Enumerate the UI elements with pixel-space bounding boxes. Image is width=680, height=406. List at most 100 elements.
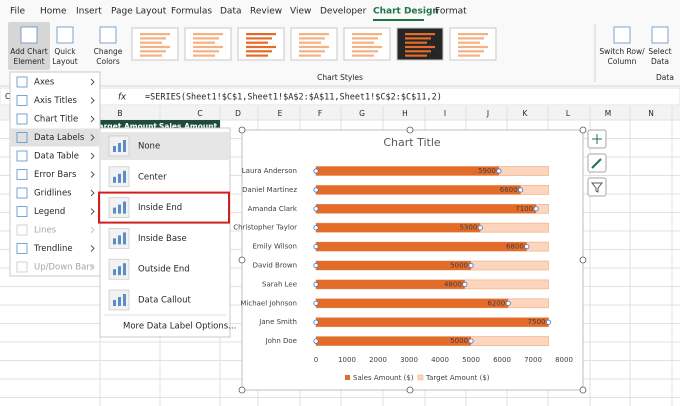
menu-icon — [16, 150, 28, 162]
ribbon-tab[interactable]: View — [290, 7, 311, 17]
submenu-item[interactable]: Data Callout — [138, 296, 191, 306]
submenu-arrow — [90, 115, 95, 123]
button-label[interactable]: Add Chart — [10, 47, 48, 56]
menu-item[interactable]: Chart Title — [34, 115, 78, 125]
menu-icon — [16, 243, 28, 254]
button-icon[interactable] — [613, 26, 631, 44]
menu-item[interactable]: Data Table — [34, 152, 79, 162]
ribbon-tab[interactable]: Home — [40, 7, 67, 17]
column-header[interactable]: I — [444, 109, 446, 118]
bar[interactable] — [316, 336, 471, 346]
option-icon-bar — [123, 294, 126, 306]
column-header[interactable]: C — [197, 109, 202, 118]
bar[interactable] — [316, 261, 471, 270]
chart-side-button[interactable] — [587, 177, 607, 197]
thumb-bar — [352, 50, 378, 53]
ribbon-tab[interactable]: File — [10, 7, 26, 17]
column-header[interactable]: F — [318, 109, 322, 118]
submenu-item[interactable]: Inside End — [138, 203, 182, 213]
formula-text[interactable]: =SERIES(Sheet1!$C$1,Sheet1!$A$2:$A$11,Sh… — [145, 93, 442, 103]
ribbon-tab[interactable]: Page Layout — [111, 7, 167, 17]
thumb-bar — [299, 37, 325, 40]
data-label: 5000 — [450, 337, 468, 345]
ribbon-tab[interactable]: Insert — [76, 7, 102, 17]
bar[interactable] — [316, 298, 509, 308]
button-icon[interactable] — [56, 26, 74, 44]
option-icon-bar — [118, 173, 121, 183]
thumb-bar — [352, 54, 374, 57]
column-header[interactable]: D — [235, 109, 241, 118]
selection-handle — [313, 281, 319, 287]
submenu-item[interactable]: None — [138, 142, 160, 152]
menu-item[interactable]: Error Bars — [34, 170, 77, 180]
chart-handle — [579, 126, 587, 134]
ribbon-tab[interactable]: Chart Design — [373, 7, 439, 17]
thumb-bar — [193, 33, 223, 36]
column-header[interactable]: H — [402, 109, 408, 118]
button-label[interactable]: Layout — [52, 57, 78, 66]
bar[interactable] — [316, 242, 527, 252]
chart-handle — [238, 126, 246, 134]
bar[interactable] — [316, 166, 499, 176]
column-header[interactable]: E — [278, 109, 283, 118]
selection-handle — [313, 300, 319, 306]
column-header[interactable]: M — [605, 109, 611, 118]
bar[interactable] — [316, 279, 465, 289]
button-label[interactable]: Element — [13, 57, 44, 66]
menu-item[interactable]: Axes — [34, 78, 55, 88]
chart-handle — [406, 386, 414, 394]
column-header[interactable]: G — [359, 109, 365, 118]
column-header[interactable]: B — [117, 109, 122, 118]
legend-swatch — [417, 374, 424, 381]
submenu-item[interactable]: Center — [138, 172, 167, 182]
button-label[interactable]: Change — [94, 47, 123, 56]
selection-handle — [468, 262, 474, 269]
button-label[interactable]: Quick — [54, 47, 76, 56]
menu-item[interactable]: Axis Titles — [34, 96, 78, 106]
ribbon-tab[interactable]: Format — [435, 7, 467, 17]
add-element-button-bg[interactable] — [8, 22, 50, 70]
submenu-item[interactable]: Inside Base — [138, 234, 187, 244]
ribbon-tab[interactable]: Data — [220, 7, 242, 17]
legend-label[interactable]: Sales Amount ($) — [353, 374, 414, 382]
bar[interactable] — [316, 223, 481, 233]
submenu-arrow — [90, 97, 95, 104]
button-label[interactable]: Data — [651, 57, 669, 66]
ribbon-tab[interactable]: Review — [250, 7, 282, 17]
thumb-bar — [458, 50, 484, 53]
menu-item[interactable]: Legend — [34, 207, 65, 217]
bar[interactable] — [316, 185, 521, 195]
ribbon-tab[interactable]: Formulas — [171, 7, 212, 17]
submenu-footer[interactable]: More Data Label Options... — [123, 322, 236, 332]
submenu-item[interactable]: Outside End — [138, 265, 190, 275]
button-icon[interactable] — [20, 26, 38, 44]
legend-label[interactable]: Target Amount ($) — [425, 374, 490, 382]
name-box[interactable]: C — [5, 92, 10, 101]
column-header[interactable]: J — [486, 109, 489, 118]
button-label[interactable]: Column — [608, 57, 637, 66]
menu-item[interactable]: Data Labels — [34, 133, 85, 143]
column-header[interactable]: L — [566, 109, 571, 118]
option-icon-bar — [123, 140, 126, 152]
menu-icon — [16, 132, 28, 143]
chart-handle — [579, 256, 587, 264]
thumb-bar — [405, 45, 435, 49]
ribbon-tab[interactable]: Developer — [320, 7, 367, 17]
column-header[interactable]: N — [648, 109, 654, 118]
chart-title[interactable]: Chart Title — [383, 136, 441, 149]
thumb-bar — [299, 41, 321, 44]
menu-item[interactable]: Gridlines — [34, 189, 72, 199]
button-label[interactable]: Colors — [96, 57, 120, 66]
category-label: Christopher Taylor — [233, 224, 297, 232]
header-cell: Target Amount — [94, 122, 157, 131]
button-label[interactable]: Select — [648, 47, 671, 56]
x-tick-label: 3000 — [400, 356, 418, 364]
bar[interactable] — [316, 204, 537, 214]
bar[interactable] — [316, 317, 549, 327]
menu-item[interactable]: Trendline — [33, 244, 73, 254]
button-icon[interactable] — [99, 26, 117, 44]
button-label[interactable]: Switch Row/ — [599, 47, 645, 56]
button-icon[interactable] — [651, 26, 669, 44]
column-header[interactable]: K — [523, 109, 529, 118]
